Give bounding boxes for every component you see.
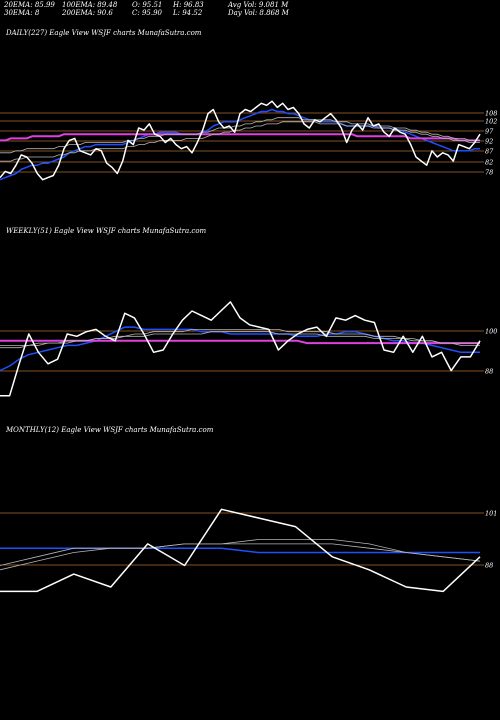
daily-ema-magenta-line [0,133,480,142]
weekly-ema-blue-line [0,326,480,372]
monthly-y-tick-label: 88 [485,562,493,570]
daily-y-tick-label: 97 [485,128,494,136]
daily-panel-title: DAILY(227) Eagle View WSJF charts Munafa… [6,29,202,37]
monthly-price-line [0,508,481,593]
daily-y-tick-label: 82 [485,159,493,167]
monthly-y-tick-label: 101 [485,510,497,518]
monthly-panel-title: MONTHLY(12) Eagle View WSJF charts Munaf… [6,426,214,434]
weekly-ema-grey-2-line [0,331,480,346]
daily-y-tick-label: 92 [485,138,493,146]
weekly-y-tick-label: 88 [485,368,493,376]
weekly-price-line [0,301,481,397]
header-low: L: 94.52 [173,9,203,17]
header-open: O: 95.51 [132,1,163,9]
header-close: C: 95.90 [132,9,162,17]
daily-y-tick-label: 87 [485,148,494,156]
daily-ema-grey-1-line [0,117,480,154]
daily-y-tick-label: 108 [485,110,497,118]
header-day-vol: Day Vol: 8.868 M [228,9,289,17]
header-avg-vol: Avg Vol: 9.081 M [228,1,289,9]
daily-y-tick-label: 102 [485,118,497,126]
header-ema100: 100EMA: 89.48 [62,1,118,9]
weekly-panel-title: WEEKLY(51) Eagle View WSJF charts Munafa… [6,227,207,235]
header-high: H: 96.83 [173,1,204,9]
header-ema30: 30EMA: 8 [4,9,40,17]
monthly-ema-grey-2-line [0,543,481,566]
header-ema200: 200EMA: 90.6 [62,9,113,17]
daily-price-line [0,100,481,181]
weekly-y-tick-label: 100 [485,328,497,336]
daily-ema-grey-2-line [0,121,480,162]
monthly-ema-grey-1-line [0,539,481,571]
header-ema20: 20EMA: 85.99 [4,1,55,9]
daily-y-tick-label: 78 [485,169,493,177]
